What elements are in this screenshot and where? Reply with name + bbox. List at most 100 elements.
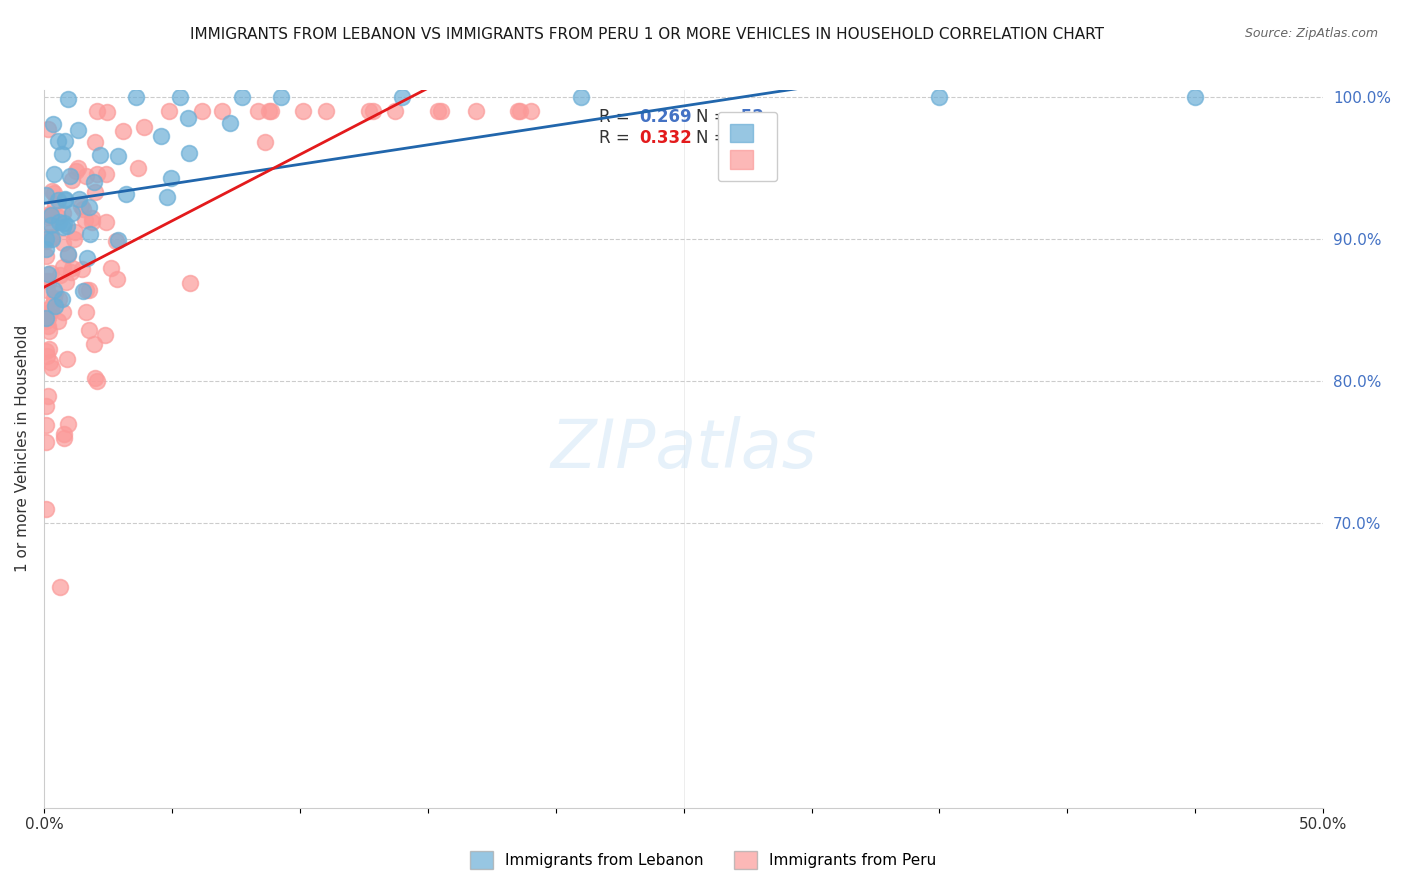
Immigrants from Peru (73, 213, 96, 227)
Immigrants from Peru (83, 337, 105, 351)
Immigrants from Lebanon (79, 227, 101, 242)
Immigrants from Lebanon (51, 147, 73, 161)
Immigrants from Peru (38, 207, 60, 221)
Immigrants from Peru (60, 173, 83, 187)
Immigrants from Peru (63, 225, 86, 239)
Immigrants from Lebanon (391, 89, 413, 103)
Immigrants from Peru (508, 103, 530, 118)
Text: R =: R = (599, 108, 636, 126)
Immigrants from Peru (35, 234, 58, 248)
Immigrants from Lebanon (72, 284, 94, 298)
Immigrants from Peru (100, 261, 122, 276)
Immigrants from Peru (77, 323, 100, 337)
Y-axis label: 1 or more Vehicles in Household: 1 or more Vehicles in Household (15, 325, 30, 573)
Immigrants from Peru (70, 262, 93, 277)
Legend: , : , (717, 112, 778, 181)
Immigrants from Lebanon (125, 89, 148, 103)
Immigrants from Lebanon (39, 208, 62, 222)
Immigrants from Lebanon (53, 192, 76, 206)
Immigrants from Lebanon (55, 219, 77, 233)
Immigrants from Lebanon (52, 216, 75, 230)
Immigrants from Peru (39, 355, 62, 369)
Text: 0.269: 0.269 (638, 108, 692, 126)
Immigrants from Peru (62, 260, 84, 275)
Immigrants from Peru (75, 283, 97, 297)
Immigrants from Peru (112, 124, 135, 138)
Immigrants from Lebanon (231, 89, 253, 103)
Immigrants from Lebanon (156, 190, 179, 204)
Immigrants from Lebanon (44, 283, 66, 297)
Immigrants from Peru (75, 169, 97, 183)
Immigrants from Peru (82, 211, 104, 225)
Immigrants from Peru (41, 297, 63, 311)
Immigrants from Peru (56, 417, 79, 431)
Immigrants from Peru (52, 260, 75, 275)
Immigrants from Peru (80, 214, 103, 228)
Immigrants from Peru (157, 103, 180, 118)
Immigrants from Lebanon (42, 167, 65, 181)
Immigrants from Lebanon (44, 299, 66, 313)
Immigrants from Lebanon (160, 171, 183, 186)
Immigrants from Lebanon (37, 268, 59, 282)
Immigrants from Lebanon (77, 201, 100, 215)
Immigrants from Lebanon (48, 215, 70, 229)
Text: N =: N = (696, 108, 734, 126)
Immigrants from Lebanon (53, 134, 76, 148)
Immigrants from Peru (35, 399, 58, 413)
Immigrants from Peru (67, 161, 90, 176)
Immigrants from Lebanon (569, 89, 592, 103)
Immigrants from Lebanon (76, 251, 98, 265)
Immigrants from Peru (56, 248, 79, 262)
Immigrants from Peru (48, 293, 70, 307)
Immigrants from Peru (127, 161, 149, 175)
Immigrants from Peru (211, 103, 233, 118)
Immigrants from Peru (35, 275, 58, 289)
Immigrants from Peru (35, 229, 58, 244)
Immigrants from Peru (38, 342, 60, 356)
Immigrants from Peru (41, 360, 63, 375)
Immigrants from Peru (94, 215, 117, 229)
Immigrants from Lebanon (59, 169, 82, 184)
Immigrants from Lebanon (52, 220, 75, 235)
Immigrants from Lebanon (177, 145, 200, 160)
Immigrants from Lebanon (107, 148, 129, 162)
Immigrants from Lebanon (46, 134, 69, 148)
Immigrants from Peru (46, 314, 69, 328)
Text: 52: 52 (735, 108, 763, 126)
Immigrants from Lebanon (39, 218, 62, 232)
Immigrants from Peru (65, 163, 87, 178)
Immigrants from Peru (55, 352, 77, 367)
Immigrants from Peru (39, 304, 62, 318)
Immigrants from Lebanon (41, 232, 63, 246)
Immigrants from Peru (72, 202, 94, 216)
Immigrants from Lebanon (218, 116, 240, 130)
Immigrants from Peru (384, 103, 406, 118)
Immigrants from Peru (37, 210, 59, 224)
Immigrants from Peru (83, 370, 105, 384)
Immigrants from Lebanon (1184, 89, 1206, 103)
Immigrants from Peru (52, 236, 75, 251)
Text: Source: ZipAtlas.com: Source: ZipAtlas.com (1244, 27, 1378, 40)
Immigrants from Peru (41, 229, 63, 244)
Immigrants from Peru (94, 328, 117, 343)
Text: 0.332: 0.332 (638, 129, 692, 147)
Immigrants from Peru (37, 122, 59, 136)
Immigrants from Peru (55, 275, 77, 289)
Immigrants from Lebanon (46, 193, 69, 207)
Immigrants from Peru (39, 266, 62, 280)
Immigrants from Peru (38, 226, 60, 240)
Immigrants from Peru (509, 103, 531, 118)
Immigrants from Peru (105, 234, 128, 248)
Text: IMMIGRANTS FROM LEBANON VS IMMIGRANTS FROM PERU 1 OR MORE VEHICLES IN HOUSEHOLD : IMMIGRANTS FROM LEBANON VS IMMIGRANTS FR… (190, 27, 1104, 42)
Immigrants from Peru (44, 286, 66, 301)
Immigrants from Lebanon (270, 89, 292, 103)
Immigrants from Peru (254, 136, 277, 150)
Immigrants from Lebanon (66, 123, 89, 137)
Immigrants from Peru (465, 103, 488, 118)
Immigrants from Peru (35, 314, 58, 328)
Immigrants from Lebanon (56, 92, 79, 106)
Immigrants from Lebanon (115, 186, 138, 201)
Text: R =: R = (599, 129, 636, 147)
Immigrants from Peru (52, 206, 75, 220)
Immigrants from Peru (48, 268, 70, 283)
